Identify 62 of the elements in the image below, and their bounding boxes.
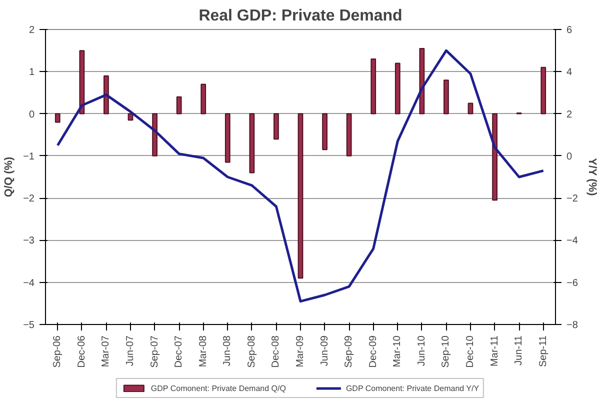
bar: [346, 113, 352, 156]
y2-tick-label: 2: [566, 109, 572, 120]
x-tick-label: Jun-10: [416, 335, 428, 366]
y2-tick-label: 6: [566, 25, 572, 36]
x-tick-label: Dec-08: [270, 335, 282, 368]
x-tick-label: Mar-10: [392, 335, 404, 368]
y2-tick-label: −6: [566, 278, 578, 289]
legend-label: GDP Comonent: Private Demand Y/Y: [346, 383, 480, 393]
bar: [540, 66, 546, 114]
bar: [79, 50, 85, 114]
x-tick-label: Sep-07: [149, 335, 160, 368]
x-tick-label: Sep-06: [52, 335, 64, 368]
bar: [444, 80, 449, 114]
x-tick-label: Mar-11: [489, 335, 500, 366]
y-tick-label: −3: [23, 236, 35, 247]
x-tick-label: Mar-09: [295, 335, 306, 368]
y-tick-label: −4: [23, 278, 35, 289]
bar: [394, 62, 400, 114]
x-tick-label: Sep-08: [246, 335, 258, 368]
bar: [419, 48, 425, 114]
x-tick-label: Sep-11: [538, 335, 549, 368]
x-tick-label: Dec-10: [465, 335, 476, 368]
bar: [370, 58, 376, 114]
y2-tick-label: 0: [566, 151, 572, 162]
y-tick-label: 1: [28, 67, 35, 78]
y-axis-title: Q/Q (%): [3, 156, 16, 198]
y-tick-label: −1: [23, 151, 35, 162]
x-tick-label: Dec-09: [368, 335, 379, 368]
x-tick-label: Mar-07: [100, 335, 112, 368]
x-tick-label: Sep-09: [344, 335, 355, 368]
bar: [224, 113, 230, 163]
x-tick-label: Mar-08: [198, 335, 209, 368]
y-tick-label: 0: [28, 109, 35, 120]
x-tick-label: Jun-11: [514, 335, 525, 366]
bar: [298, 113, 304, 279]
bar: [104, 75, 109, 114]
legend-label: GDP Comonent: Private Demand Q/Q: [150, 383, 286, 393]
chart-title: Real GDP: Private Demand: [198, 8, 402, 24]
y2-tick-label: −2: [566, 194, 578, 205]
line-series: [56, 49, 545, 303]
bar: [468, 102, 474, 114]
x-tick-label: Jun-07: [125, 335, 136, 366]
y2-tick-label: 4: [566, 67, 572, 78]
x-tick-label: Sep-10: [440, 335, 452, 368]
bar: [492, 113, 498, 201]
bar: [200, 84, 206, 114]
x-tick-label: Dec-07: [174, 335, 185, 368]
x-tick-label: Jun-09: [319, 335, 330, 366]
y2-tick-label: −8: [566, 320, 578, 331]
y-tick-label: 2: [28, 25, 35, 36]
bar: [54, 113, 60, 123]
y-tick-label: −5: [23, 320, 35, 331]
bar: [176, 96, 182, 114]
x-tick-label: Jun-08: [222, 335, 234, 366]
y2-tick-label: −4: [566, 236, 578, 247]
bar: [152, 113, 158, 156]
bar: [274, 113, 279, 140]
bar: [322, 113, 328, 150]
y2-axis-title: Y/Y (%): [586, 158, 598, 196]
x-tick-label: Dec-06: [76, 335, 88, 368]
y-tick-label: −2: [23, 194, 35, 205]
bar: [249, 113, 255, 174]
